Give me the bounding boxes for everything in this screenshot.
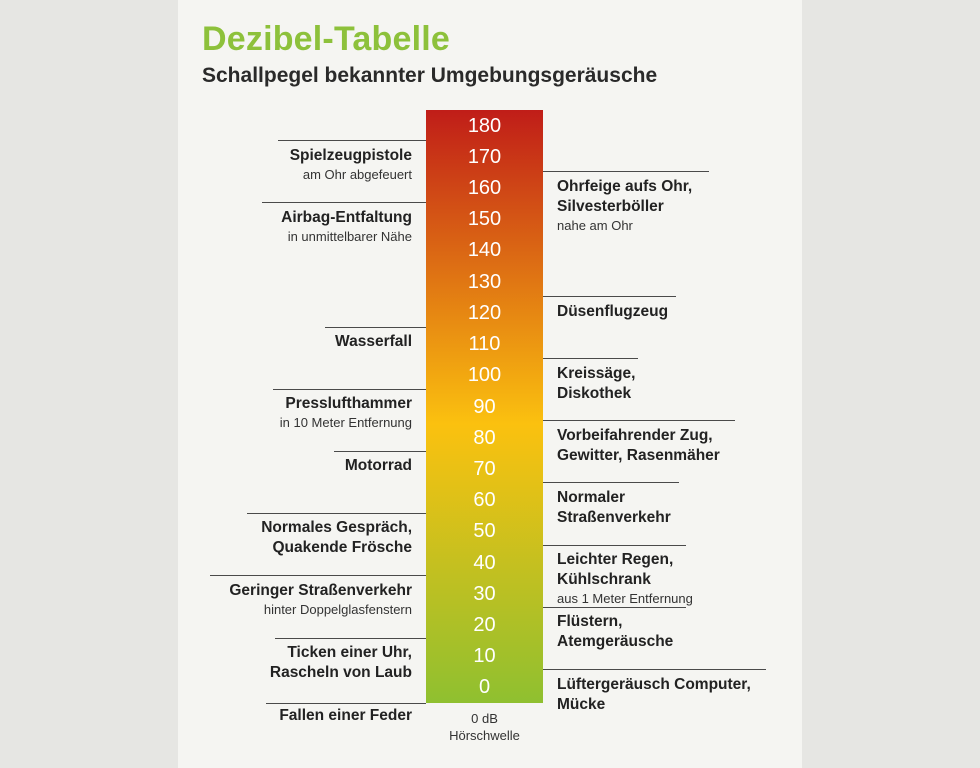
scale-level-150: 150 <box>467 208 502 231</box>
leader-line-left-2 <box>262 202 426 203</box>
annotation-left-1: Spielzeugpistole am Ohr abgefeuert <box>290 146 412 183</box>
page-subtitle: Schallpegel bekannter Umgebungsgeräusche <box>202 64 658 87</box>
scale-level-40: 40 <box>473 551 496 574</box>
leader-line-left-6 <box>247 513 426 514</box>
annotation-label: Spielzeugpistole <box>289 147 412 164</box>
page-title: Dezibel-Tabelle <box>202 20 450 58</box>
annotation-label: Normaler Straßenverkehr <box>557 489 671 526</box>
right-margin-panel <box>802 0 980 768</box>
annotation-left-8: Ticken einer Uhr, Rascheln von Laub <box>270 643 412 683</box>
scale-level-130: 130 <box>467 270 502 293</box>
annotation-note: hinter Doppelglasfenstern <box>263 602 412 617</box>
annotation-note: nahe am Ohr <box>557 218 633 233</box>
annotation-label: Geringer Straßenverkehr <box>229 582 412 599</box>
leader-line-right-5 <box>543 482 679 483</box>
annotation-right-1: Ohrfeige aufs Ohr, Silvesterböller nahe … <box>557 177 692 234</box>
annotation-left-7: Geringer Straßenverkehr hinter Doppelgla… <box>229 581 412 618</box>
annotation-left-2: Airbag-Entfaltung in unmittelbarer Nähe <box>281 208 412 245</box>
leader-line-left-8 <box>275 638 426 639</box>
annotation-label: Normales Gespräch, Quakende Frösche <box>261 519 412 556</box>
annotation-left-3: Wasserfall <box>335 332 412 352</box>
leader-line-right-8 <box>543 669 766 670</box>
annotation-label: Airbag-Entfaltung <box>281 209 412 226</box>
left-margin-panel <box>0 0 178 768</box>
scale-level-100: 100 <box>467 364 502 387</box>
leader-line-left-1 <box>278 140 426 141</box>
annotation-right-5: Normaler Straßenverkehr <box>557 488 671 528</box>
annotation-label: Wasserfall <box>335 333 412 350</box>
scale-level-170: 170 <box>467 145 502 168</box>
scale-level-140: 140 <box>467 239 502 262</box>
scale-level-30: 30 <box>473 582 496 605</box>
annotation-right-4: Vorbeifahrender Zug, Gewitter, Rasenmähe… <box>557 426 720 466</box>
leader-line-right-1 <box>543 171 709 172</box>
leader-line-right-2 <box>543 296 676 297</box>
leader-line-right-3 <box>543 358 638 359</box>
annotation-label: Leichter Regen, Kühlschrank <box>557 551 674 588</box>
annotation-note: in 10 Meter Entfernung <box>279 415 412 430</box>
annotation-left-4: Presslufthammer in 10 Meter Entfernung <box>280 394 412 431</box>
scale-level-60: 60 <box>473 489 496 512</box>
annotation-label: Fallen einer Feder <box>279 707 412 724</box>
annotation-right-6: Leichter Regen, Kühlschrank aus 1 Meter … <box>557 550 693 607</box>
threshold-label: Hörschwelle <box>449 728 520 743</box>
hearing-threshold-caption: 0 dB Hörschwelle <box>426 710 543 744</box>
scale-level-110: 110 <box>468 333 501 356</box>
annotation-left-5: Motorrad <box>345 456 412 476</box>
leader-line-right-4 <box>543 420 735 421</box>
scale-level-20: 20 <box>473 613 496 636</box>
annotation-label: Ohrfeige aufs Ohr, Silvesterböller <box>557 178 693 215</box>
annotation-note: in unmittelbarer Nähe <box>287 229 412 244</box>
annotation-note: aus 1 Meter Entfernung <box>557 591 693 606</box>
annotation-label: Vorbeifahrender Zug, Gewitter, Rasenmähe… <box>557 427 720 464</box>
leader-line-left-7 <box>210 575 426 576</box>
annotation-label: Ticken einer Uhr, Rascheln von Laub <box>269 644 412 681</box>
annotation-left-9: Fallen einer Feder <box>279 706 412 726</box>
leader-line-right-6 <box>543 545 686 546</box>
annotation-right-3: Kreissäge, Diskothek <box>557 364 635 404</box>
annotation-right-8: Lüftergeräusch Computer, Mücke <box>557 675 751 715</box>
scale-level-80: 80 <box>473 426 496 449</box>
leader-line-left-4 <box>273 389 426 390</box>
scale-level-180: 180 <box>467 114 502 137</box>
annotation-label: Kreissäge, Diskothek <box>557 365 636 402</box>
annotation-label: Düsenflugzeug <box>557 303 669 320</box>
annotation-left-6: Normales Gespräch, Quakende Frösche <box>261 518 412 558</box>
annotation-note: am Ohr abgefeuert <box>302 167 412 182</box>
scale-level-120: 120 <box>467 301 502 324</box>
scale-level-160: 160 <box>467 177 502 200</box>
leader-line-left-5 <box>334 451 426 452</box>
scale-level-50: 50 <box>473 520 496 543</box>
decibel-scale-bar: 180 170 160 150 140 130 120 110 100 90 8… <box>426 110 543 703</box>
leader-line-left-3 <box>325 327 426 328</box>
annotation-label: Flüstern, Atemgeräusche <box>557 613 674 650</box>
annotation-label: Presslufthammer <box>285 395 412 412</box>
scale-level-90: 90 <box>473 395 496 418</box>
scale-level-70: 70 <box>473 457 496 480</box>
leader-line-right-7 <box>543 607 686 608</box>
leader-line-left-9 <box>266 703 426 704</box>
annotation-label: Motorrad <box>344 457 412 474</box>
annotation-label: Lüftergeräusch Computer, Mücke <box>557 676 751 713</box>
annotation-right-2: Düsenflugzeug <box>557 302 668 322</box>
annotation-right-7: Flüstern, Atemgeräusche <box>557 612 673 652</box>
threshold-value: 0 dB <box>471 711 498 726</box>
scale-level-0: 0 <box>478 676 491 699</box>
scale-level-10: 10 <box>473 645 496 668</box>
